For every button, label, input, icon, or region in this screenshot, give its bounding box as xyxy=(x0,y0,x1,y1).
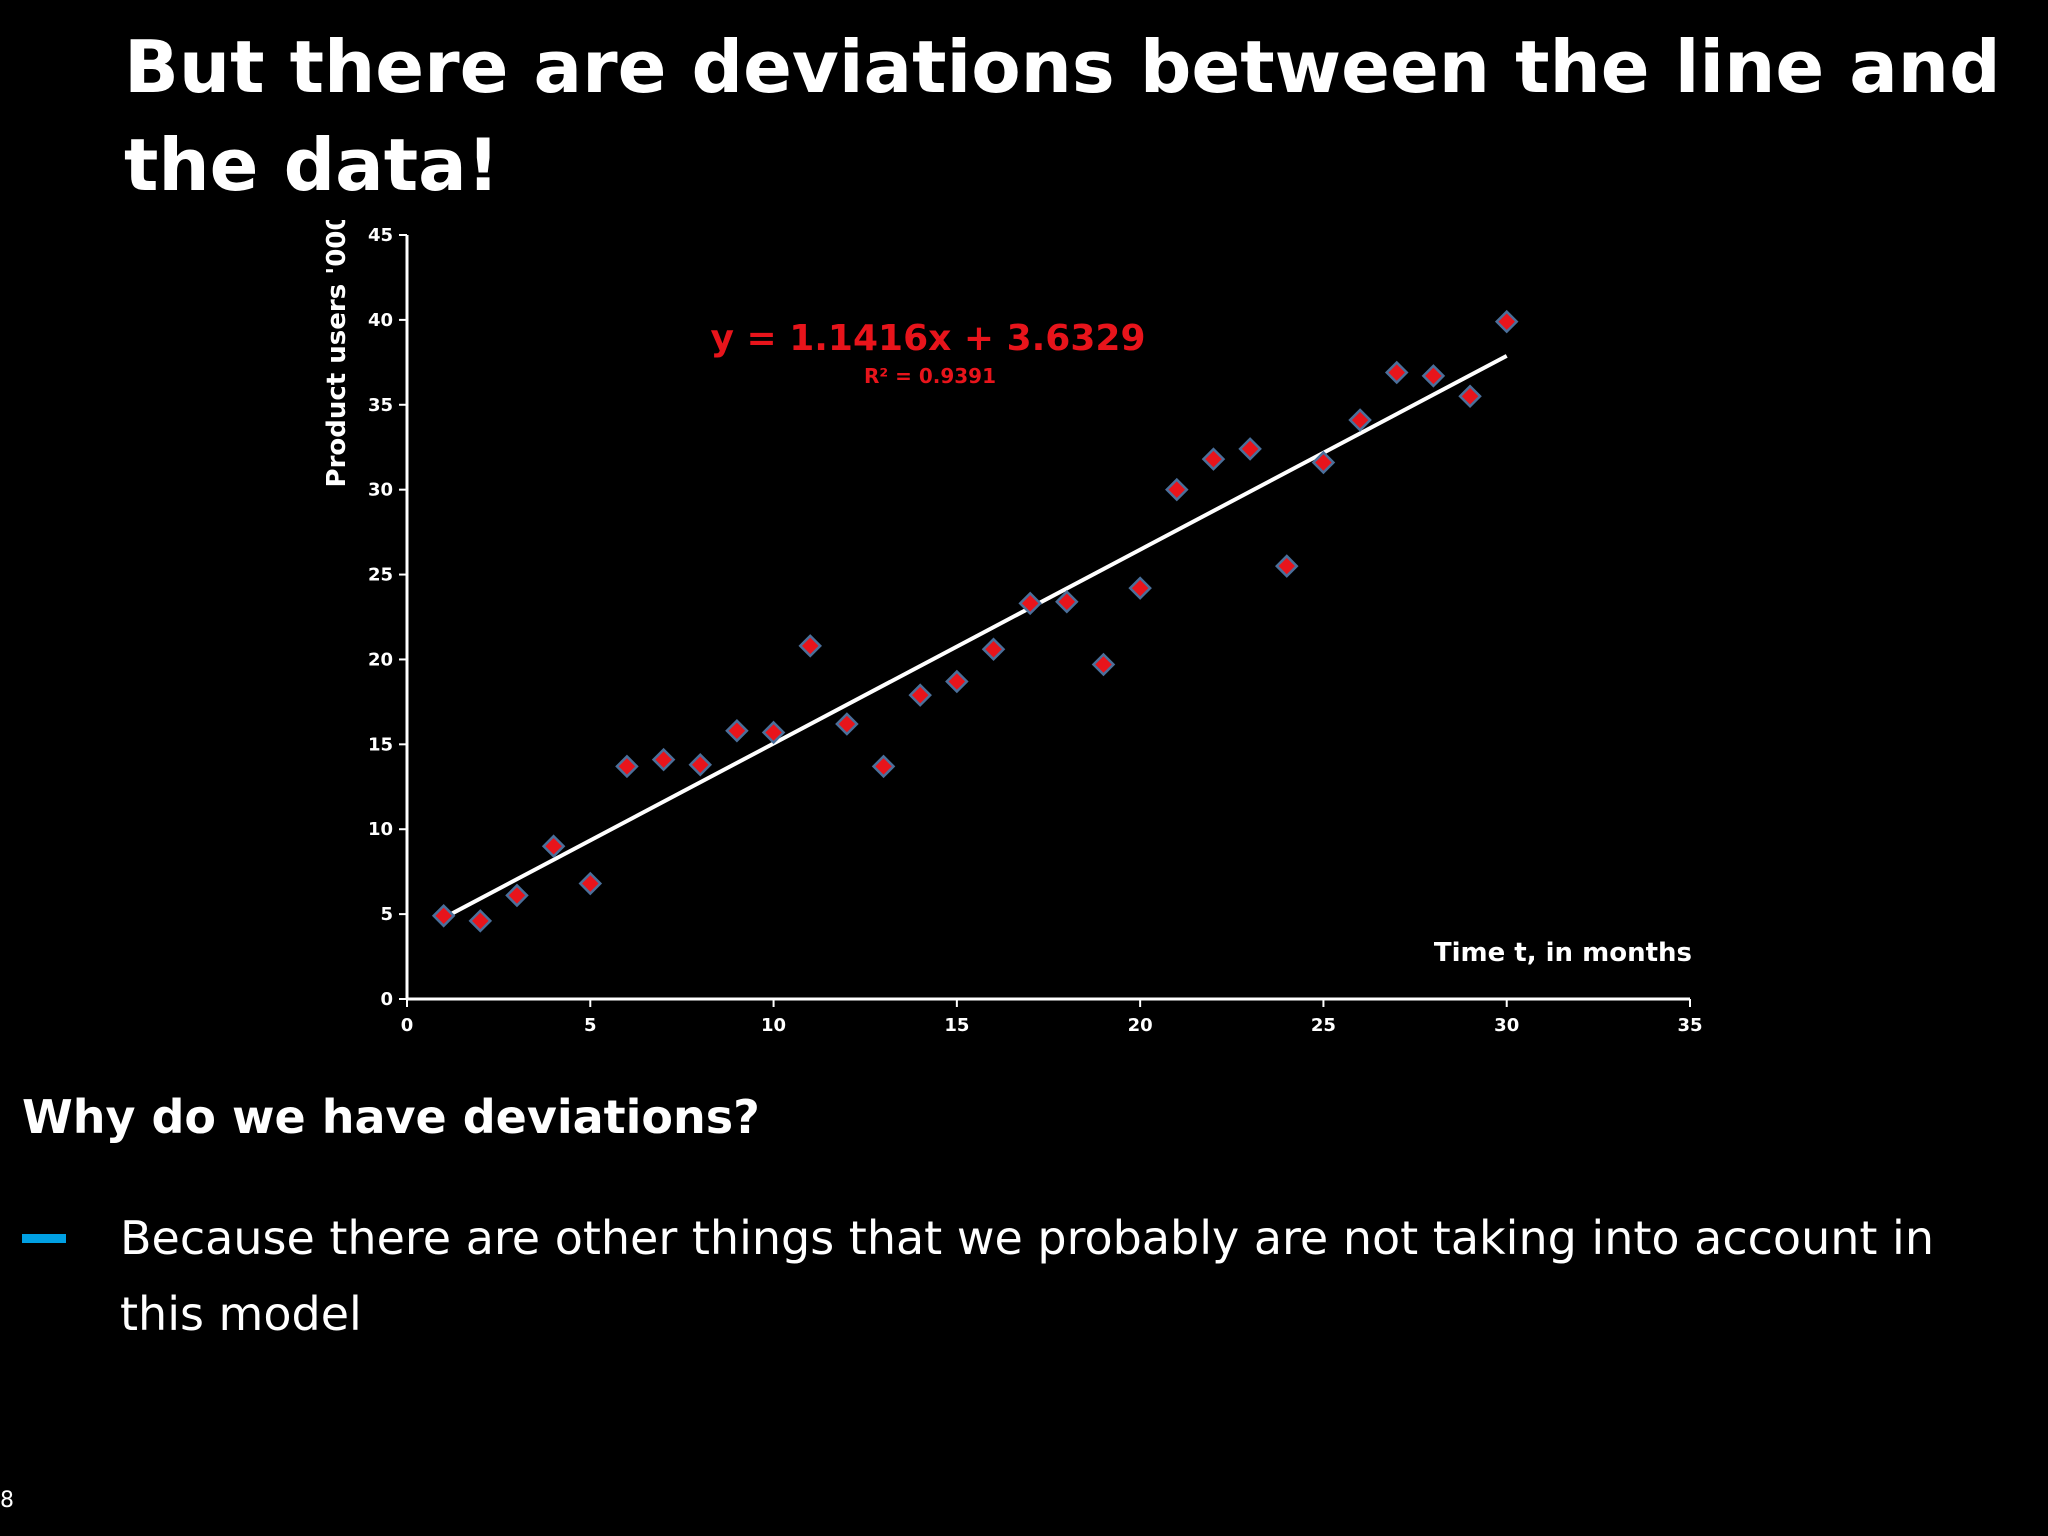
y-tick-label: 20 xyxy=(368,649,393,670)
y-tick-label: 15 xyxy=(368,734,393,755)
y-tick-label: 5 xyxy=(380,904,393,925)
data-point xyxy=(761,720,786,745)
x-tick-label: 35 xyxy=(1677,1015,1702,1036)
data-point xyxy=(1018,591,1042,616)
x-tick-label: 20 xyxy=(1128,1015,1153,1036)
data-point xyxy=(871,754,896,779)
y-tick-label: 45 xyxy=(368,225,393,246)
data-points xyxy=(431,309,1519,933)
data-point xyxy=(505,883,529,908)
bullet-text: Because there are other things that we p… xyxy=(120,1211,1934,1341)
r-squared-label: R² = 0.9391 xyxy=(864,364,996,388)
x-tick-label: 30 xyxy=(1494,1015,1519,1036)
data-point xyxy=(651,747,676,772)
data-point xyxy=(615,754,639,779)
x-tick-label: 25 xyxy=(1311,1015,1336,1036)
data-point xyxy=(945,669,969,694)
data-point xyxy=(578,871,603,896)
data-point xyxy=(1275,554,1299,578)
data-point xyxy=(1311,450,1336,475)
x-tick-label: 0 xyxy=(401,1015,414,1036)
data-point xyxy=(468,909,493,933)
data-point xyxy=(1384,360,1409,385)
data-point xyxy=(1421,364,1446,388)
data-point xyxy=(1348,408,1372,432)
y-axis-title: Product users '000 xyxy=(322,220,352,487)
x-tick-label: 5 xyxy=(584,1015,597,1036)
data-point xyxy=(1091,652,1116,677)
trendline xyxy=(442,354,1508,920)
bullet-item: Because there are other things that we p… xyxy=(22,1200,1982,1352)
data-point xyxy=(688,752,713,777)
y-ticks: 0 5 10 15 20 25 30 35 40 45 xyxy=(368,225,407,1010)
data-point xyxy=(1165,477,1189,502)
x-tick-label: 10 xyxy=(761,1015,786,1036)
data-point xyxy=(835,712,859,736)
data-point xyxy=(1458,384,1482,409)
page-number: 8 xyxy=(0,1488,14,1513)
data-point xyxy=(1238,437,1262,461)
y-tick-label: 35 xyxy=(368,395,393,416)
data-point xyxy=(908,683,932,707)
question-text: Why do we have deviations? xyxy=(22,1090,760,1144)
data-point xyxy=(431,904,456,928)
y-tick-label: 10 xyxy=(368,819,393,840)
scatter-chart: 0 5 10 15 20 25 30 35 0 5 10 15 20 25 30 35 40 45 Produc… xyxy=(300,220,1720,1060)
data-point xyxy=(981,637,1006,662)
slide-title: But there are deviations between the lin… xyxy=(124,25,2001,207)
data-point xyxy=(1128,576,1152,600)
trendline-equation: y = 1.1416x + 3.6329 xyxy=(711,318,1146,359)
data-point xyxy=(1055,589,1079,614)
data-point xyxy=(798,634,822,658)
data-point xyxy=(725,718,749,743)
chart-svg: 0 5 10 15 20 25 30 35 0 5 10 15 20 25 30 35 40 45 Produc… xyxy=(322,220,1703,1036)
trendline-group xyxy=(442,354,1508,920)
x-ticks: 0 5 10 15 20 25 30 35 xyxy=(401,999,1703,1036)
y-tick-label: 25 xyxy=(368,565,393,586)
x-tick-label: 15 xyxy=(944,1015,969,1036)
chart-axes xyxy=(405,235,1690,1001)
y-tick-label: 0 xyxy=(380,989,393,1010)
data-point xyxy=(541,834,566,858)
bullet-dash-icon xyxy=(22,1234,66,1243)
data-point xyxy=(1494,309,1519,334)
x-axis-title: Time t, in months xyxy=(1434,938,1692,968)
data-point xyxy=(1201,447,1226,471)
y-tick-label: 40 xyxy=(368,310,393,331)
y-tick-label: 30 xyxy=(368,480,393,501)
